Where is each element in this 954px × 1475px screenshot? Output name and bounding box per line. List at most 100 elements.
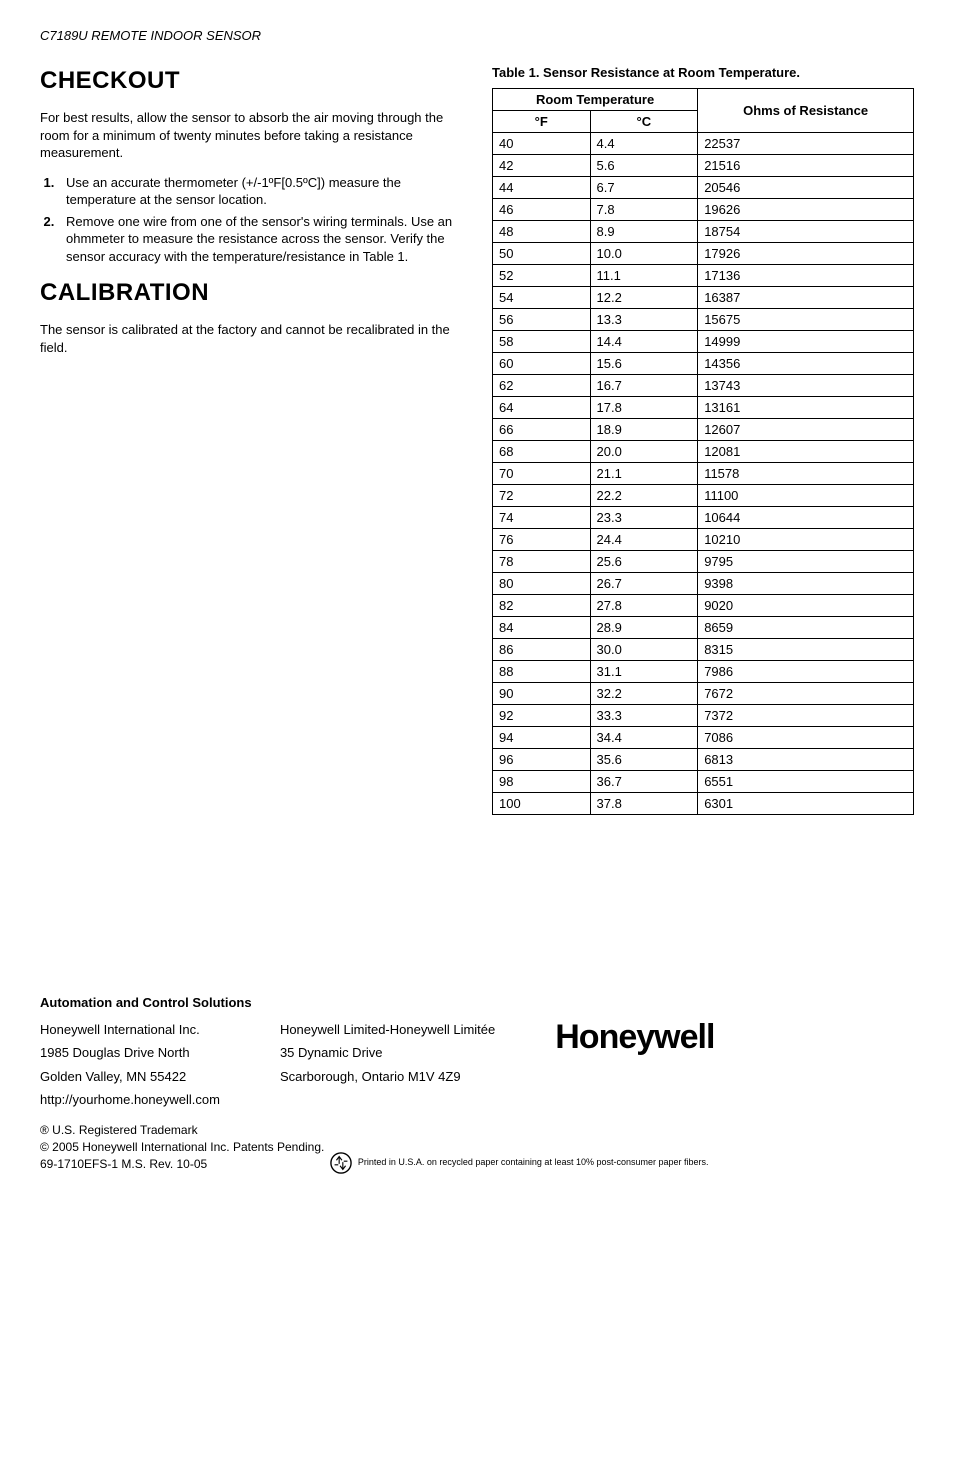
table-cell: 13161	[698, 397, 914, 419]
table-cell: 16387	[698, 287, 914, 309]
table-cell: 5.6	[590, 155, 698, 177]
table-cell: 6.7	[590, 177, 698, 199]
table-cell: 74	[493, 507, 591, 529]
table-caption: Table 1. Sensor Resistance at Room Tempe…	[492, 65, 914, 80]
table-row: 446.720546	[493, 177, 914, 199]
table-cell: 10644	[698, 507, 914, 529]
checkout-step: Remove one wire from one of the sensor's…	[58, 213, 462, 266]
recycle-icon	[330, 1152, 352, 1174]
checkout-paragraph: For best results, allow the sensor to ab…	[40, 109, 462, 162]
table-cell: 9020	[698, 595, 914, 617]
table-row: 9233.37372	[493, 705, 914, 727]
table-row: 7222.211100	[493, 485, 914, 507]
table-cell: 37.8	[590, 793, 698, 815]
checkout-step: Use an accurate thermometer (+/-1ºF[0.5º…	[58, 174, 462, 209]
table-cell: 18754	[698, 221, 914, 243]
table-row: 5613.315675	[493, 309, 914, 331]
table-cell: 52	[493, 265, 591, 287]
table-row: 6417.813161	[493, 397, 914, 419]
table-cell: 17136	[698, 265, 914, 287]
table-row: 488.918754	[493, 221, 914, 243]
footer-line: Golden Valley, MN 55422	[40, 1065, 220, 1088]
table-cell: 90	[493, 683, 591, 705]
table-row: 8831.17986	[493, 661, 914, 683]
table-cell: 84	[493, 617, 591, 639]
table-cell: 28.9	[590, 617, 698, 639]
table-cell: 13743	[698, 375, 914, 397]
table-cell: 94	[493, 727, 591, 749]
table-cell: 22.2	[590, 485, 698, 507]
footer-line: http://yourhome.honeywell.com	[40, 1088, 220, 1111]
table-cell: 64	[493, 397, 591, 419]
table-cell: 20546	[698, 177, 914, 199]
table-cell: 60	[493, 353, 591, 375]
footer-copyright: © 2005 Honeywell International Inc. Pate…	[40, 1139, 324, 1156]
table-row: 467.819626	[493, 199, 914, 221]
footer-heading: Automation and Control Solutions	[40, 995, 914, 1010]
table-cell: 32.2	[590, 683, 698, 705]
table-cell: 17926	[698, 243, 914, 265]
footer-address-right: Honeywell Limited-Honeywell Limitée 35 D…	[280, 1018, 495, 1112]
table-row: 404.422537	[493, 133, 914, 155]
footer-docnum: 69-1710EFS-1 M.S. Rev. 10-05	[40, 1156, 324, 1173]
table-row: 9635.66813	[493, 749, 914, 771]
table-cell: 21.1	[590, 463, 698, 485]
table-cell: 62	[493, 375, 591, 397]
table-head-ohms: Ohms of Resistance	[698, 89, 914, 133]
table-cell: 11578	[698, 463, 914, 485]
table-cell: 35.6	[590, 749, 698, 771]
table-row: 7423.310644	[493, 507, 914, 529]
table-cell: 11100	[698, 485, 914, 507]
table-cell: 92	[493, 705, 591, 727]
table-row: 7624.410210	[493, 529, 914, 551]
table-cell: 13.3	[590, 309, 698, 331]
left-column: CHECKOUT For best results, allow the sen…	[40, 57, 462, 815]
table-cell: 33.3	[590, 705, 698, 727]
table-cell: 4.4	[590, 133, 698, 155]
table-cell: 7.8	[590, 199, 698, 221]
footer-trademark: ® U.S. Registered Trademark	[40, 1122, 324, 1139]
table-row: 8227.89020	[493, 595, 914, 617]
table-cell: 10210	[698, 529, 914, 551]
footer-line: Honeywell International Inc.	[40, 1018, 220, 1041]
table-head-c: °C	[590, 111, 698, 133]
table-cell: 34.4	[590, 727, 698, 749]
footer-line: Scarborough, Ontario M1V 4Z9	[280, 1065, 495, 1088]
table-row: 5211.117136	[493, 265, 914, 287]
table-cell: 27.8	[590, 595, 698, 617]
table-cell: 24.4	[590, 529, 698, 551]
table-head-f: °F	[493, 111, 591, 133]
table-row: 5412.216387	[493, 287, 914, 309]
table-cell: 30.0	[590, 639, 698, 661]
table-cell: 23.3	[590, 507, 698, 529]
table-cell: 17.8	[590, 397, 698, 419]
table-cell: 14356	[698, 353, 914, 375]
table-cell: 20.0	[590, 441, 698, 463]
table-cell: 10.0	[590, 243, 698, 265]
checkout-heading: CHECKOUT	[40, 67, 462, 95]
table-cell: 98	[493, 771, 591, 793]
table-cell: 6813	[698, 749, 914, 771]
table-cell: 82	[493, 595, 591, 617]
table-head-roomtemp: Room Temperature	[493, 89, 698, 111]
table-cell: 76	[493, 529, 591, 551]
table-cell: 14999	[698, 331, 914, 353]
print-note-text: Printed in U.S.A. on recycled paper cont…	[358, 1157, 709, 1168]
table-cell: 58	[493, 331, 591, 353]
table-row: 6015.614356	[493, 353, 914, 375]
footer-line: Honeywell Limited-Honeywell Limitée	[280, 1018, 495, 1041]
table-cell: 36.7	[590, 771, 698, 793]
table-cell: 78	[493, 551, 591, 573]
table-cell: 9398	[698, 573, 914, 595]
resistance-table: Room Temperature Ohms of Resistance °F °…	[492, 88, 914, 815]
table-cell: 8315	[698, 639, 914, 661]
table-cell: 15675	[698, 309, 914, 331]
table-cell: 66	[493, 419, 591, 441]
table-cell: 68	[493, 441, 591, 463]
table-row: 5010.017926	[493, 243, 914, 265]
table-cell: 12.2	[590, 287, 698, 309]
table-row: 9836.76551	[493, 771, 914, 793]
table-cell: 70	[493, 463, 591, 485]
table-cell: 19626	[698, 199, 914, 221]
table-cell: 7986	[698, 661, 914, 683]
